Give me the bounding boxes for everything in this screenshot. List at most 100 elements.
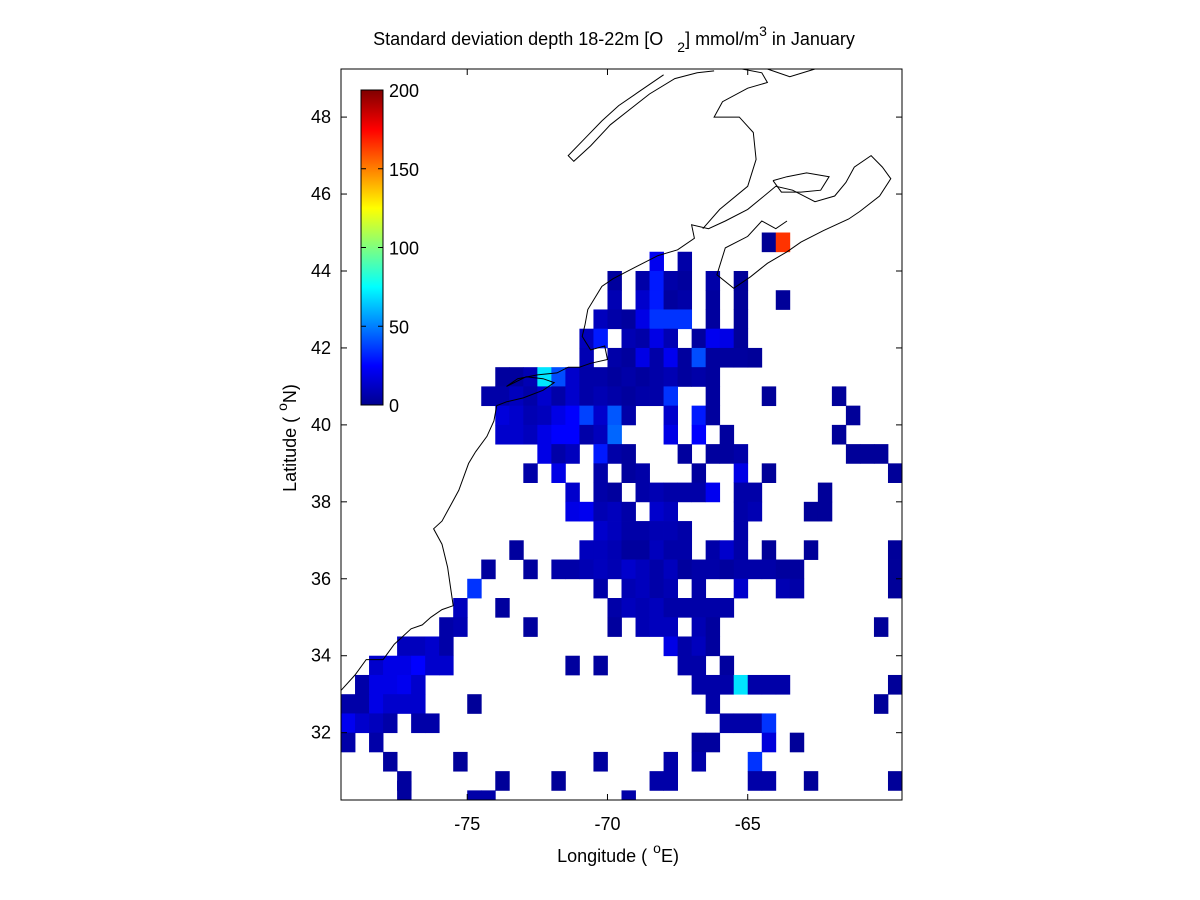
heatmap-cell <box>705 309 721 330</box>
heatmap-cell <box>761 463 777 483</box>
chart-title-main: Standard deviation depth 18-22m [O <box>373 29 663 49</box>
heatmap-cell <box>635 347 650 368</box>
heatmap-cell <box>733 270 749 291</box>
heatmap-cell <box>663 405 678 426</box>
colorbar-tick-label: 100 <box>389 239 419 259</box>
heatmap-cell <box>341 713 356 734</box>
heatmap-cell <box>747 674 763 695</box>
heatmap-cell <box>649 578 664 599</box>
heatmap-cell <box>789 732 805 753</box>
heatmap-cell <box>649 598 664 618</box>
heatmap-cell <box>383 674 398 695</box>
heatmap-cell <box>635 309 650 330</box>
heatmap-cell <box>705 694 721 714</box>
heatmap-cell <box>635 328 650 349</box>
heatmap-cell <box>691 598 707 618</box>
heatmap-cell <box>663 636 678 657</box>
heatmap-cell <box>551 386 566 407</box>
heatmap-cell <box>607 559 622 580</box>
heatmap-cell <box>621 790 636 801</box>
heatmap-cell <box>733 463 749 483</box>
heatmap-cell <box>733 444 749 464</box>
heatmap-cell <box>705 444 721 464</box>
heatmap-cell <box>635 463 650 483</box>
heatmap-cell <box>495 367 510 387</box>
heatmap-cell <box>705 540 721 560</box>
heatmap-cell <box>607 444 622 464</box>
heatmap-cell <box>439 655 454 676</box>
heatmap-cell <box>705 636 721 657</box>
y-tick-label: 48 <box>311 107 331 127</box>
heatmap-cell <box>663 521 678 541</box>
heatmap-cell <box>621 559 636 580</box>
heatmap-cell <box>677 521 693 541</box>
heatmap-cell <box>733 559 749 580</box>
heatmap-cell <box>635 559 650 580</box>
heatmap-cell <box>411 636 426 657</box>
heatmap-cell <box>663 328 678 349</box>
heatmap-cell <box>677 444 693 464</box>
heatmap-cell <box>649 559 664 580</box>
heatmap-cell <box>607 521 622 541</box>
heatmap-cell <box>803 771 819 791</box>
heatmap-cell <box>635 367 650 387</box>
heatmap-cell <box>775 290 791 310</box>
heatmap-cell <box>495 598 510 618</box>
heatmap-cell <box>509 424 524 445</box>
heatmap-cell <box>579 424 594 445</box>
heatmap-cell <box>747 482 763 503</box>
heatmap-cell <box>355 674 370 695</box>
heatmap-cell <box>439 636 454 657</box>
heatmap-cell <box>593 578 608 599</box>
heatmap-cell <box>495 771 510 791</box>
heatmap-cell <box>719 347 735 368</box>
y-ticks: 32 34 36 38 40 42 44 46 48 <box>311 107 902 743</box>
heatmap-cell <box>649 771 664 791</box>
heatmap-cell <box>453 598 468 618</box>
heatmap-cell <box>663 578 678 599</box>
heatmap-cell <box>705 617 721 637</box>
heatmap-cell <box>705 347 721 368</box>
heatmap-cell <box>551 559 566 580</box>
coastline-segment <box>340 154 892 691</box>
heatmap-cell <box>761 713 777 734</box>
heatmap-cell <box>593 501 608 522</box>
heatmap-cell <box>663 617 678 637</box>
heatmap-cell <box>593 540 608 560</box>
heatmap-cell <box>607 405 622 426</box>
chart-title-superscript: 3 <box>759 23 767 39</box>
heatmap-cell <box>649 482 664 503</box>
x-axis-label-post: E) <box>661 846 679 866</box>
heatmap-cell <box>565 482 580 503</box>
heatmap-cell <box>663 482 678 503</box>
heatmap-cell <box>467 790 482 801</box>
heatmap-cell <box>691 578 707 599</box>
heatmap-cell <box>537 367 552 387</box>
heatmap-cell <box>565 655 580 676</box>
heatmap-cell <box>593 444 608 464</box>
heatmap-cell <box>579 386 594 407</box>
heatmap-cell <box>761 232 777 253</box>
heatmap-cell <box>425 636 440 657</box>
y-tick-label: 42 <box>311 338 331 358</box>
heatmap-cell <box>607 386 622 407</box>
heatmap-cell <box>495 405 510 426</box>
y-tick-label: 34 <box>311 646 331 666</box>
heatmap-cell <box>649 521 664 541</box>
heatmap-cell <box>523 386 538 407</box>
heatmap-cell <box>439 617 454 637</box>
heatmap-cell <box>621 444 636 464</box>
heatmap-cell <box>453 617 468 637</box>
heatmap-cell <box>649 617 664 637</box>
heatmap-cell <box>593 367 608 387</box>
heatmap-cell <box>887 578 903 599</box>
heatmap-cell <box>397 655 412 676</box>
heatmap-cell <box>565 501 580 522</box>
chart-title: Standard deviation depth 18-22m [O 2] mmo… <box>373 23 855 55</box>
heatmap-cell <box>649 501 664 522</box>
heatmap-cell <box>691 655 707 676</box>
heatmap-cell <box>383 655 398 676</box>
heatmap-cell <box>719 713 735 734</box>
heatmap-cell <box>523 559 538 580</box>
heatmap-cell <box>621 598 636 618</box>
